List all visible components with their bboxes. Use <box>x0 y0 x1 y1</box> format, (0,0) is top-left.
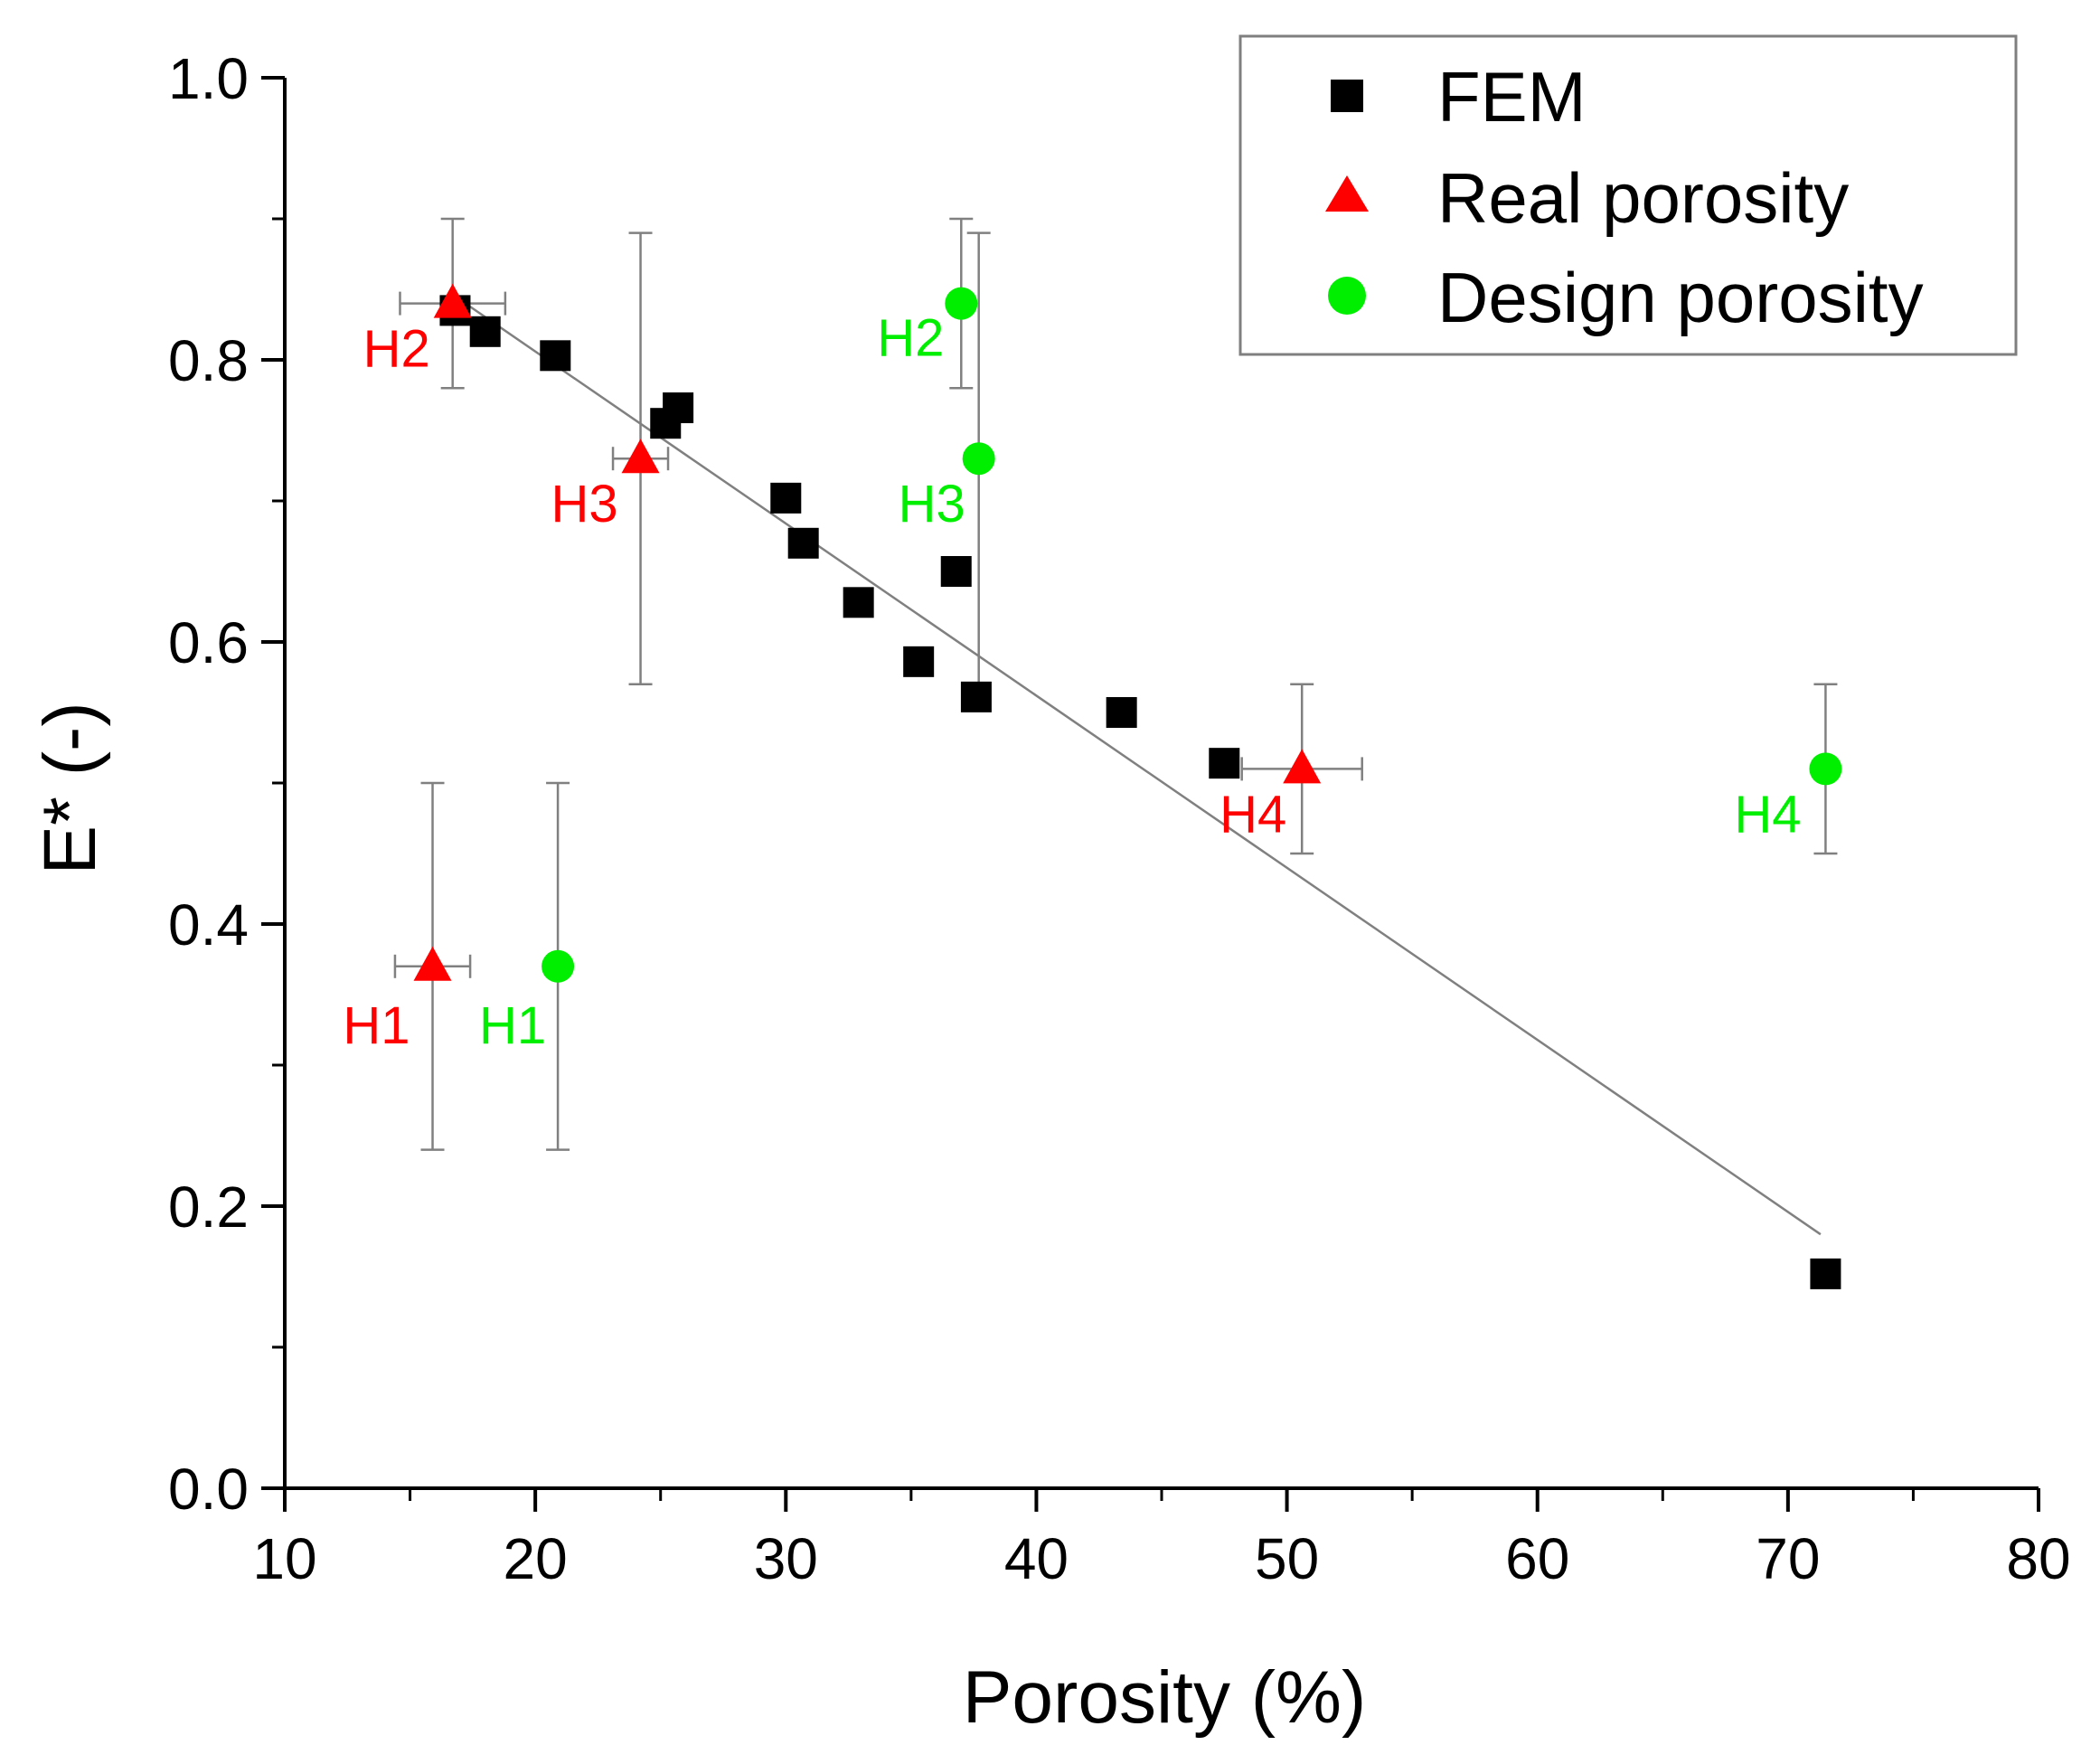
y-axis-title: E* (-) <box>29 702 111 874</box>
fem-point <box>770 482 802 514</box>
x-tick-label: 80 <box>2006 1526 2070 1591</box>
y-tick-label: 0.0 <box>168 1457 249 1522</box>
legend-real-label: Real porosity <box>1437 158 1849 238</box>
x-tick-label: 40 <box>1004 1526 1069 1591</box>
fem-point <box>1810 1258 1841 1289</box>
fit-line-group <box>454 295 1822 1236</box>
x-tick-label: 60 <box>1505 1526 1569 1591</box>
design-point-label: H2 <box>877 309 944 368</box>
x-axis-title: Porosity (%) <box>963 1656 1367 1739</box>
legend-fem-marker <box>1331 80 1363 112</box>
real-point-label: H4 <box>1220 785 1286 844</box>
x-tick-label: 70 <box>1756 1526 1820 1591</box>
y-tick-label: 0.4 <box>168 892 249 957</box>
y-tick-label: 1.0 <box>168 46 249 111</box>
design-point-label: H3 <box>899 475 965 533</box>
fem-point <box>469 316 501 347</box>
legend-box <box>1238 34 2018 356</box>
fem-point <box>940 556 972 587</box>
fem-point <box>1106 697 1137 728</box>
real-porosity-point <box>621 439 660 474</box>
fem-point <box>843 587 874 618</box>
x-tick-label: 20 <box>504 1526 568 1591</box>
fem-fit-line <box>454 295 1822 1236</box>
real-point-label: H1 <box>343 996 410 1055</box>
data-points <box>413 283 1842 1289</box>
legend-design-marker <box>1328 277 1366 315</box>
design-point-label: H1 <box>479 996 546 1055</box>
design-porosity-point <box>945 287 978 320</box>
legend-design-label: Design porosity <box>1437 258 1924 337</box>
legend: FEM Real porosity Design porosity <box>1238 34 2018 356</box>
real-point-label: H2 <box>363 320 430 379</box>
y-tick-label: 0.2 <box>168 1174 249 1240</box>
y-tick-label: 0.6 <box>168 610 249 675</box>
design-porosity-point <box>962 442 995 476</box>
design-porosity-point <box>1809 752 1842 786</box>
legend-real-marker <box>1325 175 1369 212</box>
axes: 10 20 30 40 50 60 70 80 0.0 0.2 0.4 0.6 0.8 1.0 <box>168 46 2071 1591</box>
real-porosity-point <box>413 946 452 981</box>
real-point-label: H3 <box>551 475 617 533</box>
fem-point <box>960 681 992 712</box>
y-tick-label: 0.8 <box>168 328 249 393</box>
fem-point <box>1209 748 1240 779</box>
design-porosity-point <box>541 949 575 983</box>
fem-point <box>903 646 935 677</box>
legend-fem-label: FEM <box>1437 57 1587 137</box>
design-point-label: H4 <box>1734 785 1801 844</box>
fem-point <box>663 392 694 424</box>
x-tick-label: 50 <box>1255 1526 1319 1591</box>
point-labels: H1 H2 H3 H4 H1 H2 H3 H4 <box>343 309 1801 1055</box>
x-tick-label: 10 <box>252 1526 316 1591</box>
fem-point <box>540 340 571 372</box>
real-porosity-point <box>1283 749 1322 784</box>
fem-point <box>787 527 819 559</box>
real-porosity-point <box>433 283 472 318</box>
x-tick-label: 30 <box>754 1526 818 1591</box>
